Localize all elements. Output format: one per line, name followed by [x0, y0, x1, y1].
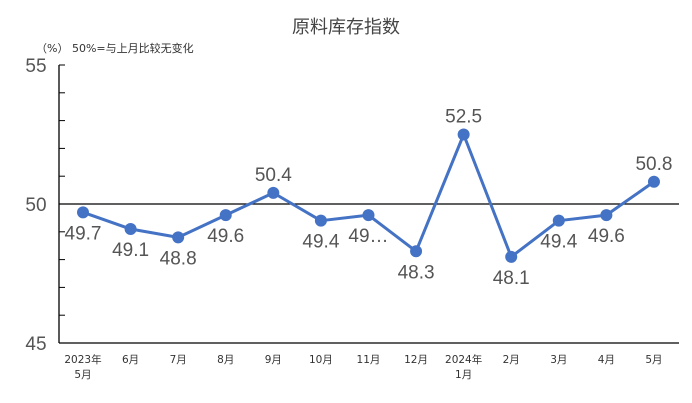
x-tick-label: 9月 [265, 354, 282, 366]
x-tick-label: 10月 [309, 354, 333, 366]
x-tick-labels: 2023年 5月 6月 7月 8月 9月 10月 11月 12月 2024年 1月 2月 3月 4月 5月 [64, 353, 662, 381]
data-point [647, 175, 660, 188]
x-tick-label: 7月 [170, 354, 187, 366]
x-tick-label: 6月 [122, 354, 139, 366]
data-point [314, 214, 327, 227]
x-tick-label: 2023年 5月 [64, 353, 101, 381]
data-point [172, 231, 185, 244]
x-tick-label: 2024年 1月 [445, 353, 482, 381]
data-point [77, 206, 89, 219]
data-point [219, 209, 232, 222]
x-tick-label: 8月 [217, 354, 234, 366]
series [77, 128, 660, 263]
data-label: 48.1 [493, 268, 530, 289]
y-tick-label: 50 [25, 195, 46, 216]
axes: 45 50 55 [25, 56, 679, 355]
data-point [552, 214, 565, 227]
data-labels: 49.7 49.1 48.8 49.6 50.4 49.4 49… 48.3 52.5 48.1 4… [65, 107, 673, 289]
data-label: 49.1 [112, 240, 149, 261]
data-point [362, 209, 375, 222]
x-tick-label: 4月 [598, 354, 615, 366]
chart-title: 原料库存指数 [292, 17, 400, 38]
x-tick-label: 5月 [645, 354, 662, 366]
x-tick-label: 12月 [404, 354, 428, 366]
data-point [410, 245, 423, 258]
data-label: 50.8 [635, 154, 672, 175]
data-point [267, 186, 280, 199]
y-tick-label: 55 [25, 56, 46, 77]
data-label: 49.7 [65, 223, 102, 244]
data-label: 48.3 [398, 262, 435, 283]
data-label: 50.4 [255, 165, 292, 186]
data-point [505, 250, 518, 263]
data-label: 49… [348, 226, 388, 247]
data-point [600, 209, 613, 222]
data-label: 48.8 [160, 248, 197, 269]
data-point [457, 128, 470, 141]
x-tick-label: 11月 [357, 354, 381, 366]
x-tick-label: 2月 [503, 354, 520, 366]
data-label: 49.6 [207, 226, 244, 247]
data-label: 49.6 [588, 226, 625, 247]
y-tick-label: 45 [25, 334, 46, 355]
data-label: 49.4 [302, 232, 339, 253]
data-label: 49.4 [540, 232, 577, 253]
unit-note: （%） 50%=与上月比较无变化 [36, 41, 194, 55]
data-label: 52.5 [445, 107, 482, 128]
data-point [124, 223, 137, 236]
x-tick-label: 3月 [550, 354, 567, 366]
